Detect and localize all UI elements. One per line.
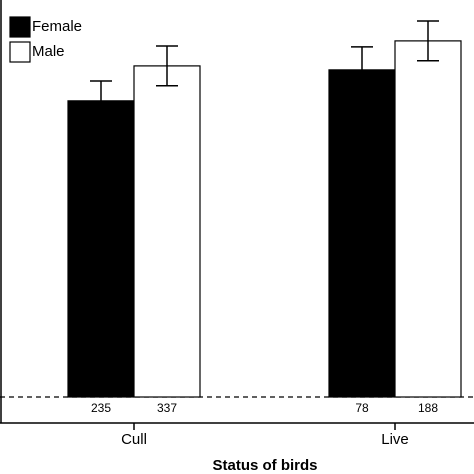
bar: [394, 40, 462, 398]
bar: [133, 65, 201, 398]
error-bar: [90, 80, 112, 122]
sample-size-label: 235: [91, 401, 111, 415]
sample-size-label: 337: [157, 401, 177, 415]
error-bar: [417, 20, 439, 62]
bar: [67, 100, 135, 398]
sample-size-label: 78: [355, 401, 369, 415]
error-bar: [351, 46, 373, 94]
x-tick-label: Cull: [121, 431, 147, 448]
legend-swatch: [9, 16, 31, 38]
error-bar: [156, 45, 178, 87]
legend-label: Male: [32, 43, 65, 60]
bar: [328, 69, 396, 398]
sample-size-label: 188: [418, 401, 438, 415]
legend-label: Female: [32, 18, 82, 35]
legend-swatch: [9, 41, 31, 63]
x-tick-label: Live: [381, 431, 409, 448]
x-axis-label: Status of birds: [212, 457, 317, 474]
